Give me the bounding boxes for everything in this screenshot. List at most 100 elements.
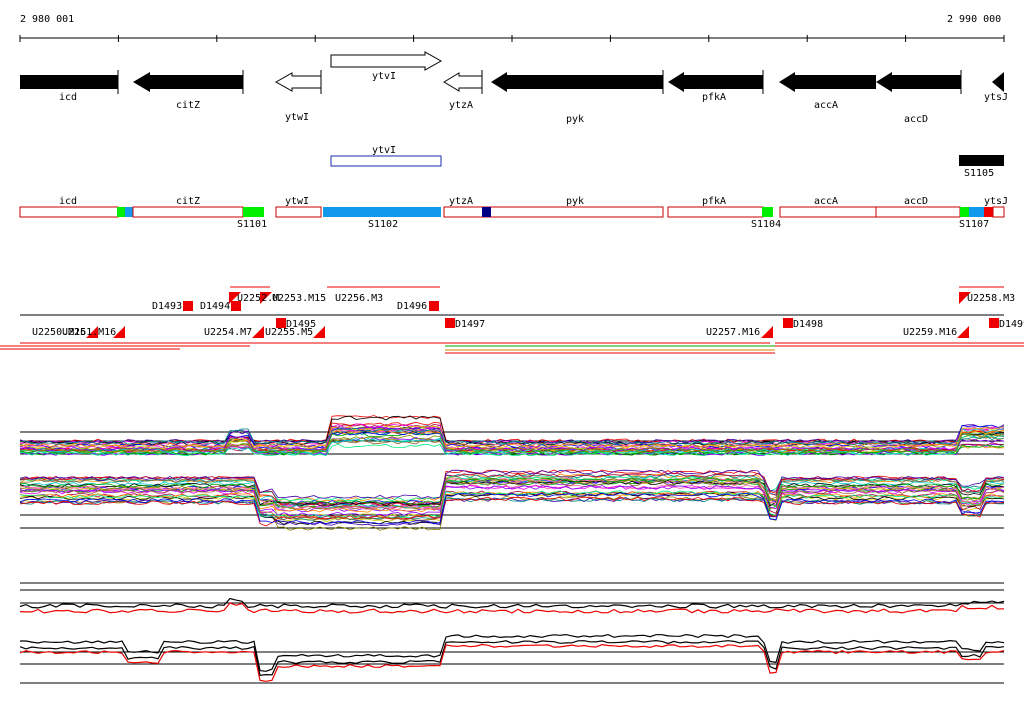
segment-box-citZ[interactable] [132,206,244,218]
summary-profile-line[interactable] [19,597,1005,609]
segment-box-accA[interactable] [779,206,877,218]
gene-arrow-ytzA[interactable] [443,72,483,92]
segment-block-blue-1[interactable] [125,207,133,217]
gene-accA[interactable]: accA [779,72,876,111]
expression-profile-line[interactable] [19,432,1005,455]
expression-profile-line[interactable] [19,426,1005,456]
expression-profile-line[interactable] [19,492,1005,525]
segment-track[interactable]: icd citZ ytwI ytzA pyk pfkA accA accD yt… [19,196,1008,230]
gene-citZ[interactable]: citZ [133,70,244,111]
expression-profile-line[interactable] [19,484,1005,517]
gene-ytsJ[interactable]: ytsJ [984,72,1008,103]
transcript-marker[interactable] [429,301,439,311]
feature-box-ytvI[interactable] [330,155,442,167]
expression-profile-line[interactable] [19,473,1005,507]
transcript-marker[interactable] [313,326,325,338]
segment-box-ytwI[interactable] [275,206,322,218]
transcript-marker[interactable] [783,318,793,328]
gene-label-pyk: pyk [566,114,584,125]
gene-icd[interactable]: icd [20,70,119,103]
transcript-markers-lower[interactable] [86,318,999,338]
expression-profile-line[interactable] [19,497,1005,527]
expression-profile-line[interactable] [19,477,1005,507]
gene-ytwI[interactable]: ytwI [274,70,322,123]
transcript-marker[interactable] [761,326,773,338]
summary-profile-line[interactable] [19,639,1005,676]
transcript-marker[interactable] [183,301,193,311]
segment-block-green-1[interactable] [117,207,125,217]
transcript-marker[interactable] [957,326,969,338]
gene-accD[interactable]: accD [876,70,962,125]
expression-profile-line[interactable] [19,477,1005,511]
gene-arrow-ytvI[interactable] [330,51,443,71]
transcript-label-U2259: U2259.M16 [903,327,957,338]
expression-profile-line[interactable] [19,491,1005,526]
gene-label-pfkA: pfkA [702,92,726,103]
segment-block-green-2[interactable] [960,207,969,217]
expression-profile-line[interactable] [19,425,1005,450]
expression-profile-line[interactable] [19,415,1005,444]
transcript-marker[interactable] [231,301,241,311]
transcript-marker[interactable] [113,326,125,338]
segment-label-pfkA: pfkA [702,196,726,207]
gene-arrow-citZ[interactable] [133,72,243,92]
transcript-marker[interactable] [252,326,264,338]
segment-block-S1101[interactable] [243,207,264,217]
segment-block-S1102[interactable] [323,207,441,217]
transcript-marker[interactable] [959,292,971,304]
segment-block-red[interactable] [984,207,993,217]
expression-profile-line[interactable] [19,429,1005,448]
expression-profile-line[interactable] [20,432,1005,452]
segment-box-ytzA-pyk[interactable] [443,206,664,218]
expression-profile-line[interactable] [19,485,1005,514]
summary-profile-line[interactable] [19,643,1005,682]
summary-profile-line[interactable] [20,633,1005,672]
gene-arrow-ytsJ[interactable] [992,72,1004,92]
expression-profile-line[interactable] [19,480,1005,507]
gene-ytvI[interactable]: ytvI [330,51,443,82]
feature-box-S1105[interactable] [959,155,1004,166]
gene-label-accA: accA [814,100,838,111]
transcript-marker[interactable] [445,318,455,328]
gene-label-citZ: citZ [176,100,200,111]
expression-profile-line[interactable] [19,477,1005,510]
expression-profile-line[interactable] [19,421,1005,452]
summary-profile-lines[interactable] [19,597,1005,682]
transcript-marker[interactable] [260,292,272,304]
expression-profile-lines[interactable] [19,415,1005,531]
expression-profile-line[interactable] [19,434,1005,457]
segment-box-ytsJ[interactable] [992,206,1005,218]
expression-profile-line[interactable] [19,469,1005,499]
feature-track[interactable]: ytvI S1105 [330,145,1004,179]
gene-arrow-pfkA[interactable] [668,72,763,92]
transcript-marker[interactable] [989,318,999,328]
transcript-markers-upper[interactable] [183,292,971,311]
summary-profile-line[interactable] [19,602,1005,614]
gene-track[interactable]: icd citZ ytwI ytvI ytzA pyk [20,51,1008,125]
segment-block-S1104[interactable] [762,207,773,217]
transcript-label-U2254: U2254.M7 [204,327,252,338]
gene-arrow-accA[interactable] [779,72,876,92]
expression-profile-line[interactable] [19,490,1005,519]
gene-arrow-pyk[interactable] [491,72,663,92]
segment-block-blue-2[interactable] [969,207,984,217]
transcript-track[interactable]: D1493 D1494 U2252.M U2253.M15 U2256.M3 D… [0,286,1024,354]
gene-pyk[interactable]: pyk [491,70,664,125]
expression-profile-line[interactable] [19,427,1005,445]
gene-pfkA[interactable]: pfkA [668,70,764,103]
gene-arrow-accD[interactable] [876,72,961,92]
summary-track[interactable] [19,582,1005,684]
segment-box-pfkA[interactable] [667,206,764,218]
expression-profile-line[interactable] [19,496,1005,527]
transcript-marker[interactable] [276,318,286,328]
segment-box-icd[interactable] [19,206,119,218]
gene-arrow-ytwI[interactable] [274,72,322,92]
gene-label-ytsJ: ytsJ [984,92,1008,103]
gene-ytzA[interactable]: ytzA [443,70,483,111]
transcript-marker[interactable] [86,326,98,338]
transcript-marker[interactable] [229,292,241,304]
expression-profile-track[interactable] [19,415,1005,531]
segment-box-accD[interactable] [875,206,961,218]
segment-block-navy[interactable] [482,207,491,217]
gene-arrow-icd[interactable] [20,75,118,89]
